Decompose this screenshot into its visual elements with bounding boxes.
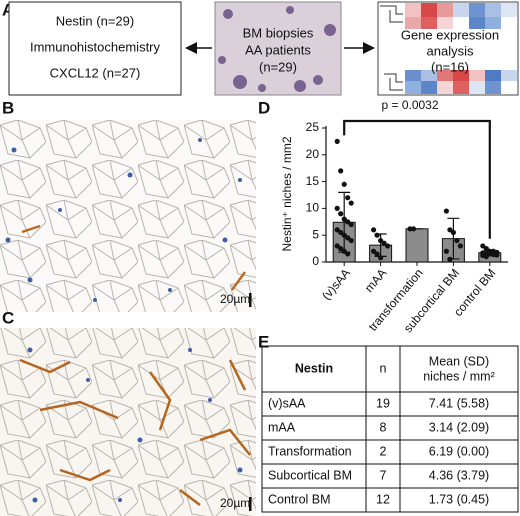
- data-point: [378, 255, 384, 261]
- scale-label: 20µm: [220, 292, 250, 306]
- y-tick-label: 0: [312, 254, 319, 268]
- micrograph-texture: [0, 328, 256, 516]
- y-tick-label: 10: [306, 201, 320, 215]
- nuclei: [5, 138, 242, 302]
- significance-bracket: [343, 119, 491, 239]
- box-text: AA patients: [245, 42, 311, 57]
- scale-bar: [249, 293, 252, 307]
- data-point: [348, 221, 354, 228]
- data-point: [450, 229, 456, 236]
- table-cell: 7: [380, 468, 387, 482]
- data-point: [334, 205, 340, 211]
- data-point: [410, 226, 417, 232]
- table-cell: 2: [380, 444, 387, 458]
- cells: [218, 6, 336, 92]
- table-cell: Transformation: [268, 444, 352, 458]
- x-tick-label: (v)sAA: [319, 266, 353, 303]
- table-cell: 7.41 (5.58): [429, 396, 489, 410]
- data-point: [385, 243, 391, 249]
- panel-label: C: [2, 308, 14, 327]
- box-text: Nestin (n=29): [56, 13, 134, 28]
- box-text: BM biopsies: [243, 25, 314, 40]
- table-cell: Subcortical BM: [268, 468, 352, 482]
- data-point: [341, 181, 347, 187]
- stain: [19, 358, 251, 506]
- table-border: [261, 345, 519, 513]
- panel-label: D: [258, 98, 270, 117]
- table-header: n: [380, 361, 387, 375]
- y-tick-label: 25: [306, 120, 320, 134]
- data-point: [348, 237, 354, 244]
- scale-label: 20µm: [220, 496, 250, 510]
- panel-label: B: [2, 98, 14, 117]
- box-text: (n=16): [431, 59, 469, 74]
- y-tick-label: 15: [306, 174, 320, 188]
- y-tick-label: 20: [306, 147, 320, 161]
- panel-label: E: [258, 332, 269, 351]
- data-point: [348, 200, 354, 206]
- table-cell: 12: [376, 492, 390, 506]
- box: [8, 1, 182, 96]
- table-cell: 3.14 (2.09): [429, 420, 489, 434]
- data-point: [454, 237, 460, 244]
- table-header: niches / mm²: [423, 369, 495, 383]
- data-point: [494, 252, 500, 258]
- annotation: p = 0.0032: [381, 98, 438, 112]
- table-cell: 4.36 (3.79): [429, 468, 489, 482]
- data-point: [334, 138, 340, 144]
- stain: [21, 224, 247, 291]
- box-text: analysis: [427, 43, 474, 58]
- bar: [405, 228, 429, 263]
- table-header: Nestin: [295, 361, 333, 375]
- data-point: [483, 254, 489, 260]
- data-point: [345, 251, 351, 257]
- data-point: [457, 243, 463, 249]
- box-text: (n=29): [259, 59, 297, 74]
- table-cell: mAA: [268, 420, 296, 434]
- table-cell: Control BM: [268, 492, 331, 506]
- nuclei: [27, 347, 243, 503]
- data-point: [447, 256, 453, 262]
- table-cell: 8: [380, 420, 387, 434]
- table: Nestin n Mean (SD)niches / mm² (v)sAA 19 7.41…: [261, 345, 519, 513]
- data-point: [443, 248, 449, 254]
- micrograph-texture: [0, 120, 256, 312]
- data-point: [338, 211, 344, 217]
- data-point: [374, 251, 380, 257]
- data-point: [338, 168, 344, 174]
- scale-bar: [249, 497, 252, 511]
- box-text: Gene expression: [401, 27, 499, 42]
- data-point: [443, 208, 449, 214]
- data-point: [345, 195, 351, 201]
- data-point: [374, 232, 380, 238]
- table-cell: 1.73 (0.45): [429, 492, 489, 506]
- heatmap-cells: [380, 3, 517, 94]
- table-cell: 6.19 (0.00): [429, 444, 489, 458]
- y-axis-label: Nestin⁺ niches / mm2: [280, 136, 294, 251]
- table-header: Mean (SD): [429, 354, 489, 368]
- box-text: CXCL12 (n=27): [50, 65, 141, 80]
- data-point: [371, 227, 377, 233]
- y-tick-label: 5: [312, 227, 319, 241]
- table-cell: 19: [376, 396, 390, 410]
- box-text: Immunohistochemistry: [30, 39, 161, 54]
- table-cell: (v)sAA: [268, 396, 306, 410]
- x-tick-label: mAA: [362, 266, 389, 295]
